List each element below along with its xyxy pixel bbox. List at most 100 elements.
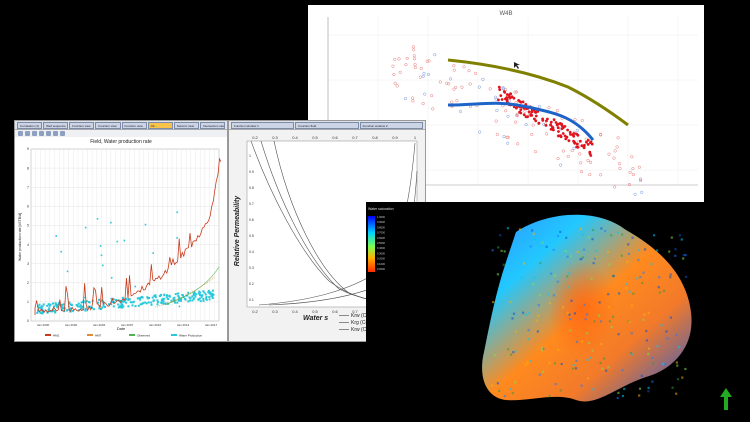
tab-5[interactable]: Oil... [147,122,173,129]
colorbar-label: 0.3000 [377,251,385,255]
water-production-point [131,304,134,307]
pan-icon[interactable] [25,131,30,136]
reservoir-3d-view[interactable]: Water saturation 1.0000 0.9000 0.8000 0.700… [366,202,706,410]
print-icon[interactable] [60,131,65,136]
zoom-icon[interactable] [18,131,23,136]
tab-0[interactable]: Function window 1 [231,122,295,129]
water-production-point [113,301,115,304]
legend-label: HM1 [53,334,60,338]
up-arrow-icon[interactable] [719,387,733,411]
reservoir-cell [532,283,535,286]
tab-4[interactable]: Function view [121,122,147,129]
water-production-point [137,297,140,300]
w4b-scatter-point [411,45,415,49]
select-icon[interactable] [32,131,37,136]
w4b-scatter-point [630,155,634,159]
water-production-point [191,295,194,298]
water-production-point [62,303,65,306]
tab-6[interactable]: Seismic view [173,122,199,129]
w4b-red-point [585,140,588,144]
w4b-red-point [567,139,571,143]
reservoir-cell [638,394,641,397]
tab-2[interactable]: Function view [69,122,95,129]
reservoir-cell [630,304,633,307]
fit-icon[interactable] [39,131,44,136]
settings-icon[interactable] [46,131,51,136]
export-icon[interactable] [53,131,58,136]
reservoir-cell [507,348,510,351]
water-ytick: 6 [27,205,29,209]
water-production-point [212,293,215,296]
reservoir-cell [601,367,604,370]
tab-7[interactable]: Intersection view [199,122,225,129]
water-production-point [142,302,144,305]
water-production-point [143,301,146,304]
w4b-blue-series [447,101,595,141]
w4b-scatter-point [628,170,632,174]
w4b-red-point [586,138,590,142]
reservoir-cell [664,363,667,366]
water-production-point [85,300,88,303]
water-production-point [69,307,72,310]
reservoir-cell [537,314,540,317]
w4b-red-point [575,142,579,146]
water-production-outlier [102,264,104,267]
water-production-point [202,297,205,300]
relperm-xtick: 0.7 [352,135,358,140]
w4b-scatter-point [638,177,643,181]
water-production-point [205,295,208,298]
relperm-legend-label: Krw (Co [351,313,369,319]
reservoir-cell [572,367,575,370]
tab-3[interactable]: Function view [95,122,121,129]
tab-1[interactable]: Well sequence [43,122,69,129]
water-production-point [158,294,161,297]
reservoir-cell [627,243,630,246]
water-production-point [146,296,149,299]
w4b-scatter-point [514,120,518,124]
water-production-point [61,306,64,309]
reservoir-cell [681,376,684,379]
w4b-scatter-point [501,86,505,90]
relperm-xtick: 1 [414,135,417,140]
w4b-red-point [537,122,541,125]
reservoir-cell [581,340,584,343]
reservoir-cell [581,256,585,259]
reservoir-cell [566,311,569,314]
water-production-outlier [55,235,57,237]
w4b-scatter-point [578,152,582,156]
colorbar-title: Water saturation [368,207,394,211]
reservoir-cell [592,388,595,391]
reservoir-cell [621,394,624,398]
w4b-red-point [517,99,520,102]
w4b-scatter-point [613,185,617,189]
relperm-xtick-bottom: 0.7 [352,309,358,314]
reservoir-cell [561,306,565,309]
reservoir-cell [594,257,597,260]
w4b-scatter-point [405,56,409,60]
tab-0[interactable]: Correlation (1) [17,122,43,129]
reservoir-cell [670,236,673,239]
relperm-xtick: 0.4 [292,135,298,140]
w4b-marks [391,45,644,196]
water-production-point [156,303,159,306]
w4b-scatter-point [561,149,565,153]
reservoir-cell [512,351,515,354]
reservoir-cell [493,354,496,357]
w4b-red-point [530,110,534,114]
reservoir-cell [607,366,610,369]
reservoir-cell [682,257,685,260]
w4b-scatter-point [427,59,431,63]
relperm-xtick: 0.2 [252,135,258,140]
tab-2[interactable]: Function window 2 [359,122,423,129]
reservoir-cell [600,343,603,346]
w4b-scatter-point [404,63,408,67]
w4b-red-point [580,144,584,148]
water-production-point [84,301,87,304]
colorbar-label: 0.5000 [377,241,385,245]
reservoir-cell [685,275,688,278]
reservoir-cell [605,369,608,372]
w4b-scatter-point [579,161,583,165]
tab-1[interactable]: Function fluid [295,122,359,129]
water-production-outlier [152,252,154,254]
